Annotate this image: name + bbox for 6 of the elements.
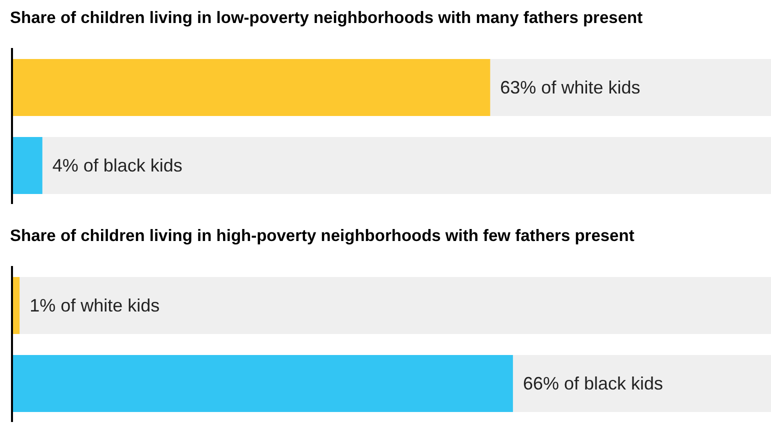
data-label: 4% of black kids (52, 156, 182, 176)
chart-title: Share of children living in high-poverty neighborhoods with few fathers present (9, 226, 636, 247)
data-label: 1% of white kids (30, 296, 160, 316)
chart-title: Share of children living in low-poverty neighborhoods with many fathers present (9, 8, 644, 29)
data-label: 63% of white kids (500, 78, 640, 98)
data-label: 66% of black kids (522, 374, 664, 394)
